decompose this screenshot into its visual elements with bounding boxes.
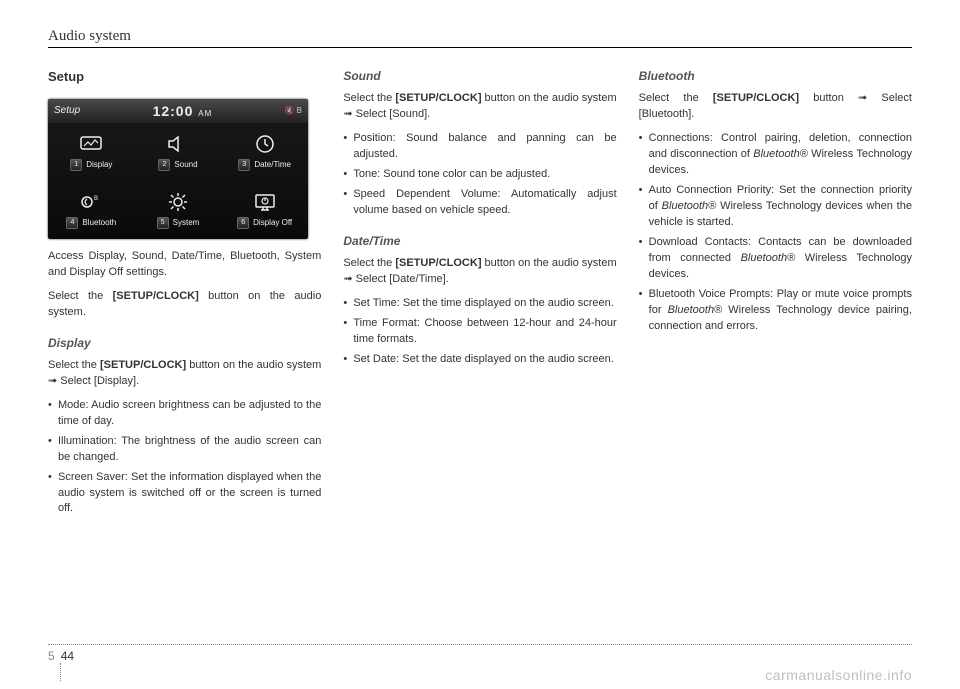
datetime-lead-b: [SETUP/CLOCK]	[395, 257, 481, 269]
page-header: Audio system	[48, 28, 912, 48]
intro2-a: Select the	[48, 290, 113, 302]
display-b1: Mode: Audio screen brightness can be adj…	[48, 398, 321, 430]
intro-para-1: Access Display, Sound, Date/Time, Blueto…	[48, 249, 321, 281]
audio-label-datetime: Date/Time	[254, 159, 291, 171]
audio-label-system: System	[173, 217, 200, 229]
bluetooth-icon: B	[80, 191, 102, 213]
bt-b2: Auto Connection Priority: Set the connec…	[639, 183, 912, 231]
bt-b3: Download Contacts: Contacts can be downl…	[639, 235, 912, 283]
column-1: Setup Setup 12:00 AM 🔇 B	[48, 68, 321, 523]
audio-num-3: 3	[238, 159, 250, 171]
content-columns: Setup Setup 12:00 AM 🔇 B	[48, 68, 912, 523]
footer-side-dots	[60, 663, 61, 681]
audio-cell-bluetooth: B 4 Bluetooth	[48, 181, 135, 239]
bt-b4: Bluetooth Voice Prompts: Play or mute vo…	[639, 287, 912, 335]
column-3: Bluetooth Select the [SETUP/CLOCK] butto…	[639, 68, 912, 523]
header-title: Audio system	[48, 28, 912, 45]
bt-b1-b: Bluetooth®	[753, 148, 808, 160]
subtitle-display: Display	[48, 335, 321, 352]
audio-num-1: 1	[70, 159, 82, 171]
audio-clock-suffix: AM	[198, 109, 212, 118]
display-lead-b: [SETUP/CLOCK]	[100, 359, 186, 371]
page-footer: 5 44	[48, 649, 74, 663]
datetime-lead: Select the [SETUP/CLOCK] button on the a…	[343, 256, 616, 288]
display-lead-a: Select the	[48, 359, 100, 371]
sound-lead-b: [SETUP/CLOCK]	[395, 92, 481, 104]
audio-num-5: 5	[157, 217, 169, 229]
sound-icon	[167, 133, 189, 155]
displayoff-icon	[254, 191, 276, 213]
datetime-b3: Set Date: Set the date displayed on the …	[343, 352, 616, 368]
audio-setup-label: Setup	[54, 104, 80, 119]
bt-b2-b: Bluetooth®	[662, 200, 717, 212]
display-bullets: Mode: Audio screen brightness can be adj…	[48, 398, 321, 518]
audio-cell-datetime: 3 Date/Time	[221, 123, 308, 181]
audio-num-4: 4	[66, 217, 78, 229]
page-number: 44	[61, 649, 74, 663]
bt-b3-b: Bluetooth®	[741, 252, 796, 264]
display-b2: Illumination: The brightness of the audi…	[48, 434, 321, 466]
sound-b1: Position: Sound balance and panning can …	[343, 131, 616, 163]
audio-status-icons: 🔇 B	[285, 105, 302, 117]
section-title-setup: Setup	[48, 68, 321, 87]
audio-clock-time: 12:00	[153, 103, 194, 119]
system-icon	[167, 191, 189, 213]
datetime-lead-a: Select the	[343, 257, 395, 269]
footer-divider	[48, 644, 912, 645]
svg-text:B: B	[94, 196, 98, 202]
bt-lead-a: Select the	[639, 92, 713, 104]
clock-icon	[254, 133, 276, 155]
bluetooth-lead: Select the [SETUP/CLOCK] button ➟ Select…	[639, 91, 912, 123]
audio-cell-displayoff: 6 Display Off	[221, 181, 308, 239]
sound-b2: Tone: Sound tone color can be adjusted.	[343, 167, 616, 183]
audio-label-displayoff: Display Off	[253, 217, 292, 229]
mute-icon: 🔇	[285, 105, 295, 117]
subtitle-datetime: Date/Time	[343, 233, 616, 250]
intro2-b: [SETUP/CLOCK]	[113, 290, 199, 302]
audio-label-bluetooth: Bluetooth	[82, 217, 116, 229]
datetime-b1: Set Time: Set the time displayed on the …	[343, 296, 616, 312]
audio-cell-system: 5 System	[135, 181, 222, 239]
audio-label-sound: Sound	[174, 159, 197, 171]
chapter-number: 5	[48, 649, 55, 663]
bt-b4-b: Bluetooth®	[668, 304, 723, 316]
datetime-bullets: Set Time: Set the time displayed on the …	[343, 296, 616, 368]
display-lead: Select the [SETUP/CLOCK] button on the a…	[48, 358, 321, 390]
audio-system-screenshot: Setup 12:00 AM 🔇 B	[48, 99, 308, 239]
audio-clock: 12:00 AM	[153, 101, 213, 121]
sound-bullets: Position: Sound balance and panning can …	[343, 131, 616, 219]
sound-b3: Speed Dependent Volume: Automatically ad…	[343, 187, 616, 219]
datetime-b2: Time Format: Choose between 12-hour and …	[343, 316, 616, 348]
column-2: Sound Select the [SETUP/CLOCK] button on…	[343, 68, 616, 523]
bt-b1: Connections: Control pairing, deletion, …	[639, 131, 912, 179]
audio-topbar: Setup 12:00 AM 🔇 B	[48, 99, 308, 123]
audio-num-6: 6	[237, 217, 249, 229]
subtitle-sound: Sound	[343, 68, 616, 85]
intro-para-2: Select the [SETUP/CLOCK] button on the a…	[48, 289, 321, 321]
audio-label-display: Display	[86, 159, 112, 171]
display-b3: Screen Saver: Set the information displa…	[48, 470, 321, 518]
audio-cell-sound: 2 Sound	[135, 123, 222, 181]
manual-page: Audio system Setup Setup 12:00 AM 🔇 B	[0, 0, 960, 543]
bt-status-icon: B	[297, 105, 302, 117]
audio-menu-grid: 1 Display 2 Sound	[48, 123, 308, 239]
bluetooth-bullets: Connections: Control pairing, deletion, …	[639, 131, 912, 334]
audio-cell-display: 1 Display	[48, 123, 135, 181]
display-icon	[80, 133, 102, 155]
sound-lead: Select the [SETUP/CLOCK] button on the a…	[343, 91, 616, 123]
bt-lead-b: [SETUP/CLOCK]	[713, 92, 799, 104]
subtitle-bluetooth: Bluetooth	[639, 68, 912, 85]
audio-num-2: 2	[158, 159, 170, 171]
sound-lead-a: Select the	[343, 92, 395, 104]
watermark: carmanualsonline.info	[765, 667, 912, 683]
